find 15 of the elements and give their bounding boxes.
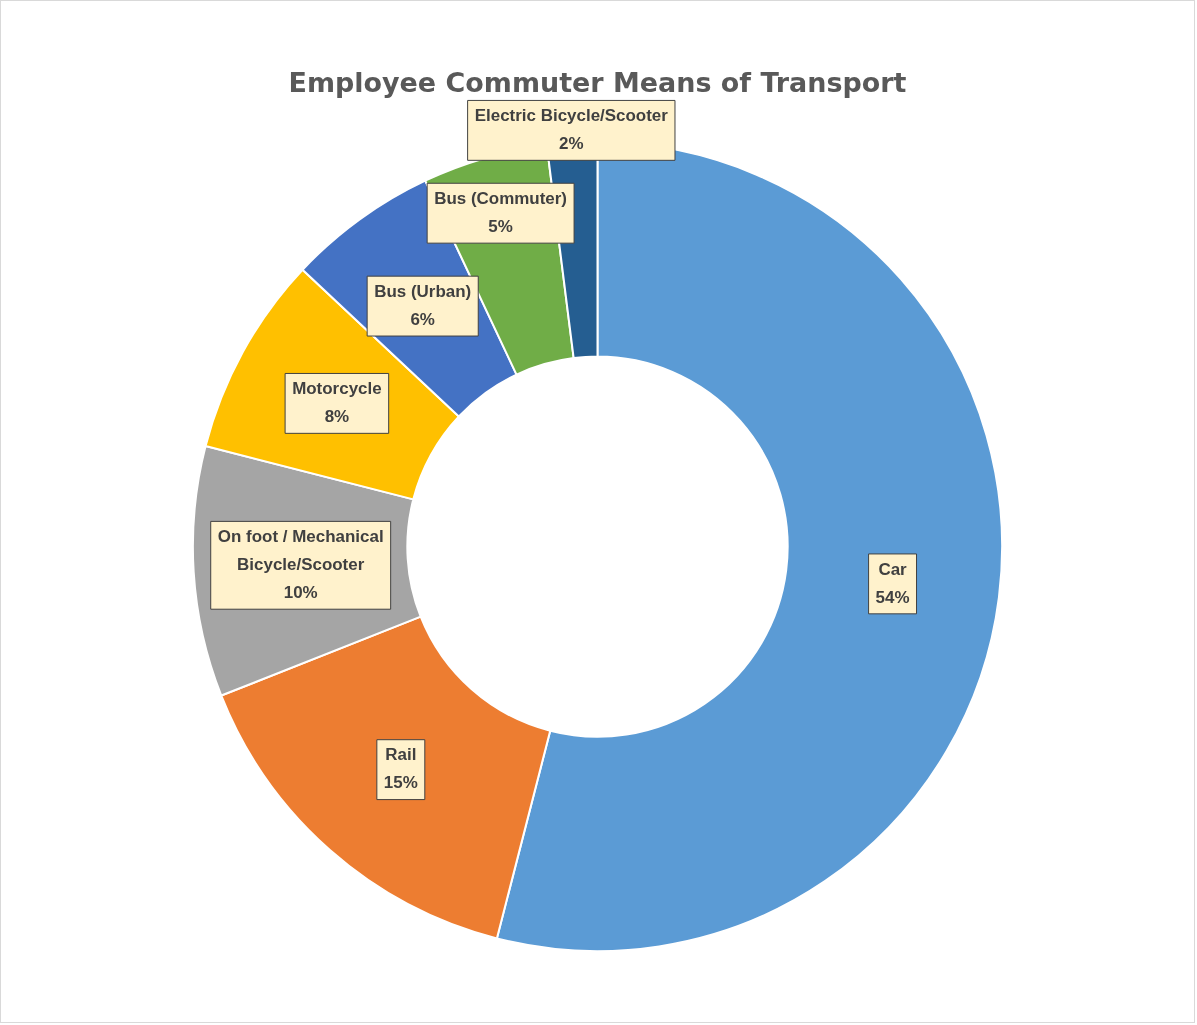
- slice-label: Bus (Commuter): [434, 188, 568, 208]
- data-label: 6%: [410, 309, 435, 329]
- slice-label: Car: [878, 559, 908, 579]
- data-label: 15%: [383, 773, 418, 793]
- data-label: 10%: [283, 582, 318, 602]
- slice-label: Rail: [385, 745, 417, 765]
- chart-title: Employee Commuter Means of Transport: [288, 67, 907, 99]
- data-label: 54%: [875, 587, 910, 607]
- slice-label: On foot / Mechanical Bicycle/Scooter: [217, 527, 384, 574]
- data-label: 5%: [488, 216, 513, 236]
- slice-label: Bus (Urban): [374, 281, 472, 301]
- slice-label: Electric Bicycle/Scooter: [474, 106, 669, 126]
- data-label: 2%: [559, 134, 584, 154]
- data-label: 8%: [324, 407, 350, 427]
- slice-label: Motorcycle: [292, 379, 382, 399]
